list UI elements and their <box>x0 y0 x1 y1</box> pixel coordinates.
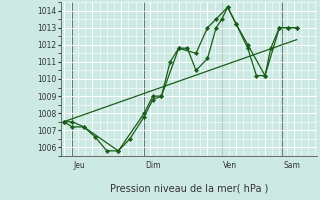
Text: Sam: Sam <box>284 161 300 170</box>
Text: Ven: Ven <box>223 161 237 170</box>
Text: Pression niveau de la mer( hPa ): Pression niveau de la mer( hPa ) <box>110 184 268 194</box>
Text: Dim: Dim <box>146 161 161 170</box>
Text: Jeu: Jeu <box>74 161 85 170</box>
